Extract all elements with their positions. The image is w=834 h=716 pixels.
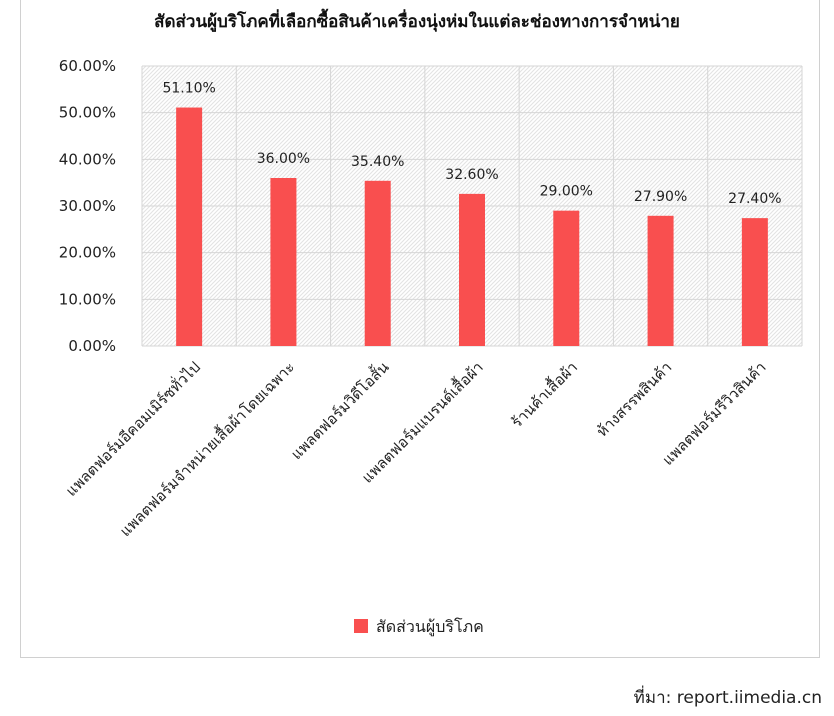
bar [364,180,391,346]
y-tick-label: 60.00% [59,57,116,75]
data-label: 32.60% [445,167,498,183]
data-label: 36.00% [257,151,310,167]
bar [270,178,297,346]
chart-title: สัดส่วนผู้บริโภคที่เลือกซื้อสินค้าเครื่อ… [154,12,680,32]
data-label: 35.40% [351,154,404,170]
legend-swatch [354,619,368,633]
bar [553,210,580,346]
data-label: 27.90% [634,189,687,205]
y-tick-label: 20.00% [59,244,116,262]
bar [741,218,768,346]
legend-label: สัดส่วนผู้บริโภค [376,617,484,637]
data-label: 27.40% [728,191,781,207]
bar [647,215,674,346]
data-label: 29.00% [540,184,593,200]
x-category-label: แพลตฟอร์มจำหน่ายเสื้อผ้าโดยเฉพาะ [115,357,298,540]
bar [459,193,485,346]
x-category-label: ห้างสรรพสินค้า [593,358,675,440]
x-category-label: แพลตฟอร์มวิดีโอสั้น [286,357,393,464]
x-category-label: แพลตฟอร์มรีวิวสินค้า [659,358,770,469]
y-tick-label: 50.00% [59,104,116,122]
y-tick-label: 30.00% [59,197,116,215]
y-tick-label: 10.00% [59,290,116,308]
bar [176,107,203,347]
chart-frame [20,0,820,658]
y-tick-label: 40.00% [59,150,116,168]
y-tick-label: 0.00% [68,337,116,355]
source-note: ที่มา: report.iimedia.cn [633,688,822,708]
data-label: 51.10% [162,81,215,97]
x-category-label: ร้านค้าเสื้อผ้า [506,357,581,432]
